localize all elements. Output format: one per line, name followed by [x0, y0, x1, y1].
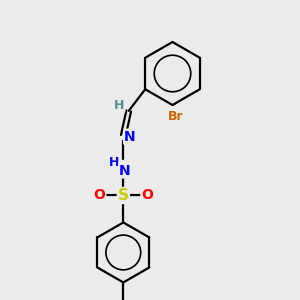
Text: O: O	[141, 188, 153, 203]
Text: N: N	[119, 164, 130, 178]
Text: Br: Br	[168, 110, 184, 123]
Text: S: S	[118, 188, 129, 203]
Text: H: H	[114, 99, 124, 112]
Text: O: O	[93, 188, 105, 203]
Text: N: N	[124, 130, 136, 144]
Text: H: H	[109, 156, 119, 169]
